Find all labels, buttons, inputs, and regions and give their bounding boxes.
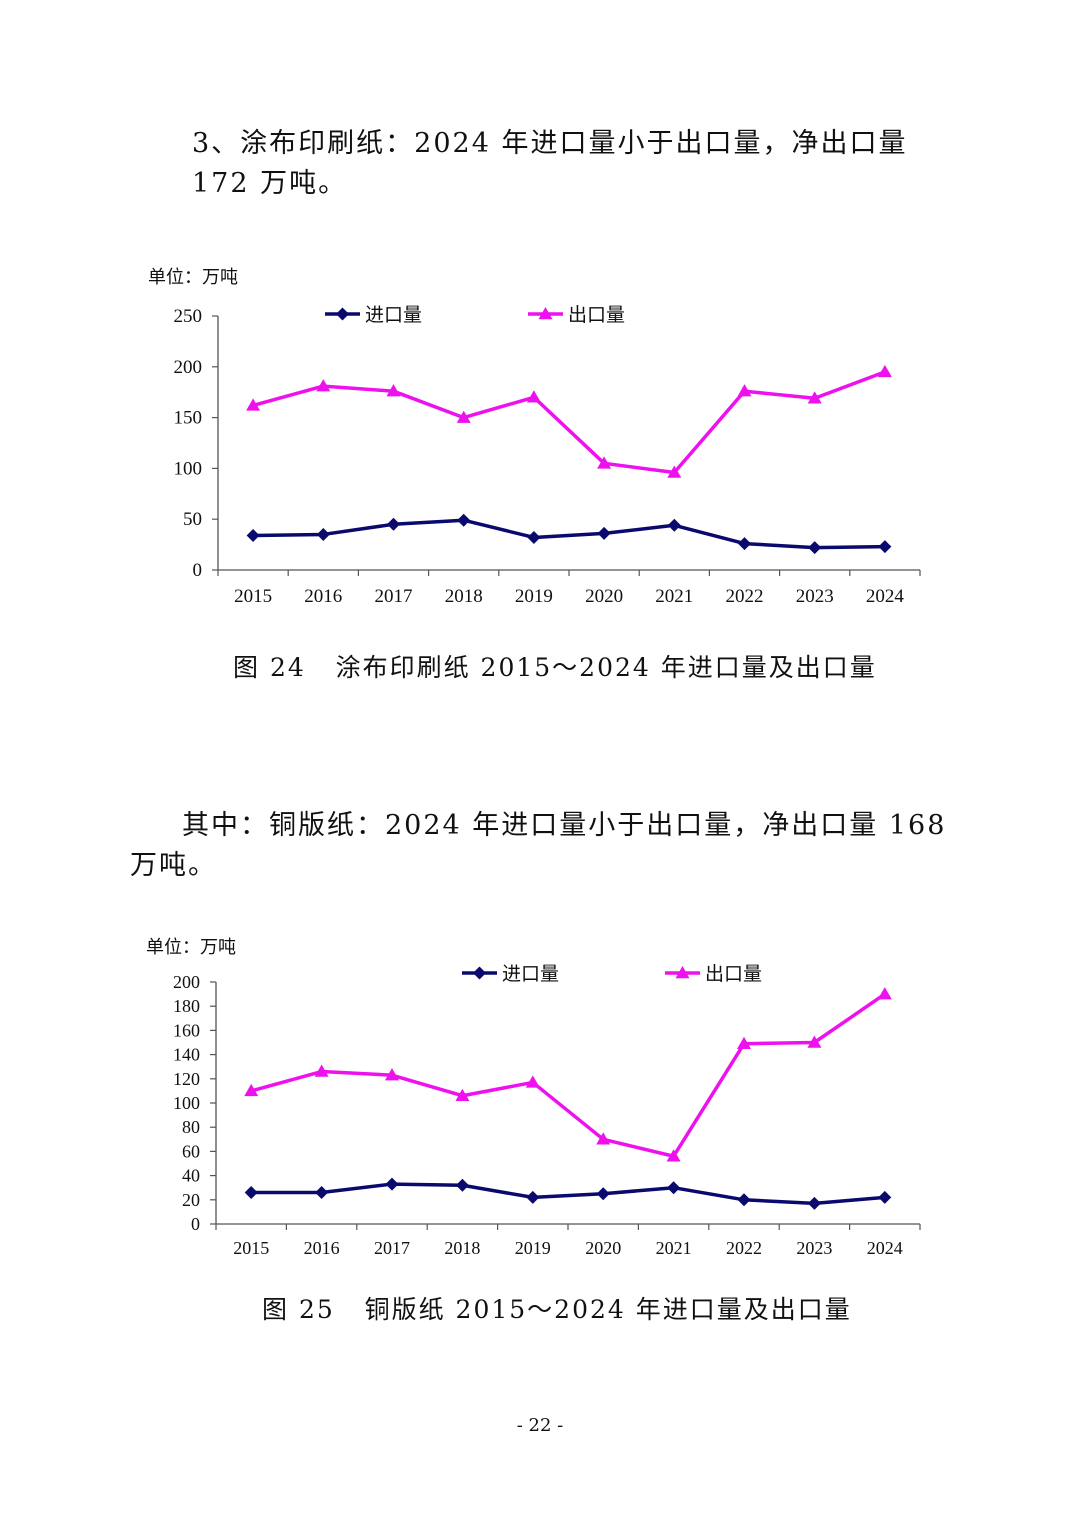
y-tick-label: 180 <box>173 996 200 1016</box>
legend-label: 出口量 <box>568 304 625 326</box>
data-point-0 <box>244 1186 258 1200</box>
data-point-0 <box>667 518 681 532</box>
data-point-1 <box>455 1088 470 1101</box>
data-point-1 <box>807 1035 822 1048</box>
x-tick-label: 2016 <box>304 586 342 607</box>
chart-coated-printing-paper: 单位：万吨 0 50 100 150 200 250 2015 2016 2017 2018 2019… <box>148 267 921 607</box>
data-point-1 <box>456 410 471 423</box>
data-point-1 <box>526 390 541 403</box>
data-point-0 <box>246 528 260 542</box>
data-point-1 <box>385 1068 399 1081</box>
data-point-0 <box>387 517 400 531</box>
x-tick-label: 2023 <box>796 1238 832 1258</box>
data-point-1 <box>807 391 822 404</box>
section-paragraph-coated-art-paper: 其中：铜版纸：2024 年进口量小于出口量，净出口量 168 万吨。 <box>130 810 947 881</box>
data-point-0 <box>738 537 751 551</box>
data-point-0 <box>667 1181 681 1195</box>
x-tick-label: 2017 <box>375 586 413 607</box>
x-tick-label: 2024 <box>867 1238 903 1258</box>
data-point-1 <box>386 384 401 397</box>
y-tick-label: 20 <box>182 1190 200 1210</box>
y-tick-label: 200 <box>173 972 200 992</box>
series-line-0 <box>253 518 885 550</box>
data-point-0 <box>596 1187 610 1201</box>
series-line-1 <box>252 370 886 475</box>
data-point-1 <box>596 1132 611 1145</box>
y-tick-label: 40 <box>182 1166 200 1186</box>
data-point-0 <box>315 1186 329 1200</box>
unit-label: 单位：万吨 <box>146 937 236 957</box>
data-point-0 <box>807 1196 821 1210</box>
data-point-0 <box>385 1177 399 1191</box>
data-point-1 <box>525 1075 540 1088</box>
y-tick-label: 140 <box>173 1045 200 1065</box>
y-tick-label: 200 <box>174 357 203 378</box>
data-point-1 <box>877 364 892 378</box>
y-tick-label: 250 <box>174 306 203 327</box>
data-point-0 <box>455 1178 469 1192</box>
data-point-0 <box>457 513 471 527</box>
series-line-1 <box>250 992 886 1158</box>
x-tick-label: 2019 <box>515 1238 551 1258</box>
data-point-0 <box>878 540 892 554</box>
legend-marker-1 <box>538 307 553 320</box>
data-point-1 <box>666 1149 681 1162</box>
data-point-0 <box>808 541 822 555</box>
figure-caption-24: 图 24 涂布印刷纸 2015～2024 年进口量及出口量 <box>233 653 877 682</box>
data-point-0 <box>526 1190 540 1204</box>
legend-label: 出口量 <box>705 963 762 985</box>
y-tick-label: 50 <box>183 509 202 530</box>
legend-marker-0 <box>336 307 349 321</box>
section-paragraph-coated-paper: 3、涂布印刷纸：2024 年进口量小于出口量，净出口量 172 万吨。 <box>192 128 908 199</box>
x-tick-label: 2023 <box>796 586 834 607</box>
y-tick-label: 60 <box>182 1141 200 1161</box>
data-point-0 <box>597 526 611 540</box>
y-tick-label: 0 <box>193 560 203 581</box>
y-tick-label: 160 <box>173 1020 200 1040</box>
data-point-1 <box>314 1064 329 1077</box>
x-tick-label: 2016 <box>304 1238 340 1258</box>
data-point-1 <box>244 1083 259 1097</box>
data-point-1 <box>246 398 261 411</box>
y-tick-label: 100 <box>174 458 203 479</box>
y-tick-label: 80 <box>182 1117 200 1137</box>
page-number: - 22 - <box>516 1415 564 1436</box>
x-tick-label: 2020 <box>585 1238 621 1258</box>
series-line-0 <box>251 1182 885 1206</box>
x-tick-label: 2021 <box>656 1238 692 1258</box>
x-tick-label: 2018 <box>444 1238 480 1258</box>
y-tick-label: 150 <box>174 408 203 429</box>
x-tick-label: 2015 <box>234 586 272 607</box>
x-tick-label: 2015 <box>233 1238 269 1258</box>
x-tick-label: 2022 <box>726 586 764 607</box>
data-point-1 <box>877 987 892 1000</box>
y-tick-label: 0 <box>191 1214 200 1234</box>
x-tick-label: 2017 <box>374 1238 410 1258</box>
legend-label: 进口量 <box>502 963 559 985</box>
legend-marker-1 <box>675 966 690 979</box>
unit-label: 单位：万吨 <box>148 267 238 287</box>
legend-label: 进口量 <box>365 304 422 326</box>
x-tick-label: 2021 <box>655 586 693 607</box>
data-point-1 <box>667 465 682 478</box>
data-point-0 <box>737 1193 751 1207</box>
x-tick-label: 2019 <box>515 586 553 607</box>
x-tick-label: 2024 <box>866 586 905 607</box>
data-point-0 <box>527 530 541 544</box>
data-point-0 <box>878 1190 892 1204</box>
data-point-1 <box>737 1036 751 1049</box>
x-tick-label: 2018 <box>445 586 483 607</box>
y-tick-label: 120 <box>173 1069 200 1089</box>
figure-caption-25: 图 25 铜版纸 2015～2024 年进口量及出口量 <box>262 1295 852 1324</box>
data-point-1 <box>597 456 612 469</box>
legend-marker-0 <box>473 966 486 980</box>
chart-coated-art-paper: 单位：万吨 0 20 40 60 80 100 120 140 160 180 200 2015 2016… <box>146 937 921 1258</box>
data-point-1 <box>737 384 752 397</box>
y-tick-label: 100 <box>173 1093 200 1113</box>
x-tick-label: 2020 <box>585 586 623 607</box>
data-point-1 <box>316 379 331 392</box>
data-point-0 <box>316 527 330 541</box>
x-tick-label: 2022 <box>726 1238 762 1258</box>
